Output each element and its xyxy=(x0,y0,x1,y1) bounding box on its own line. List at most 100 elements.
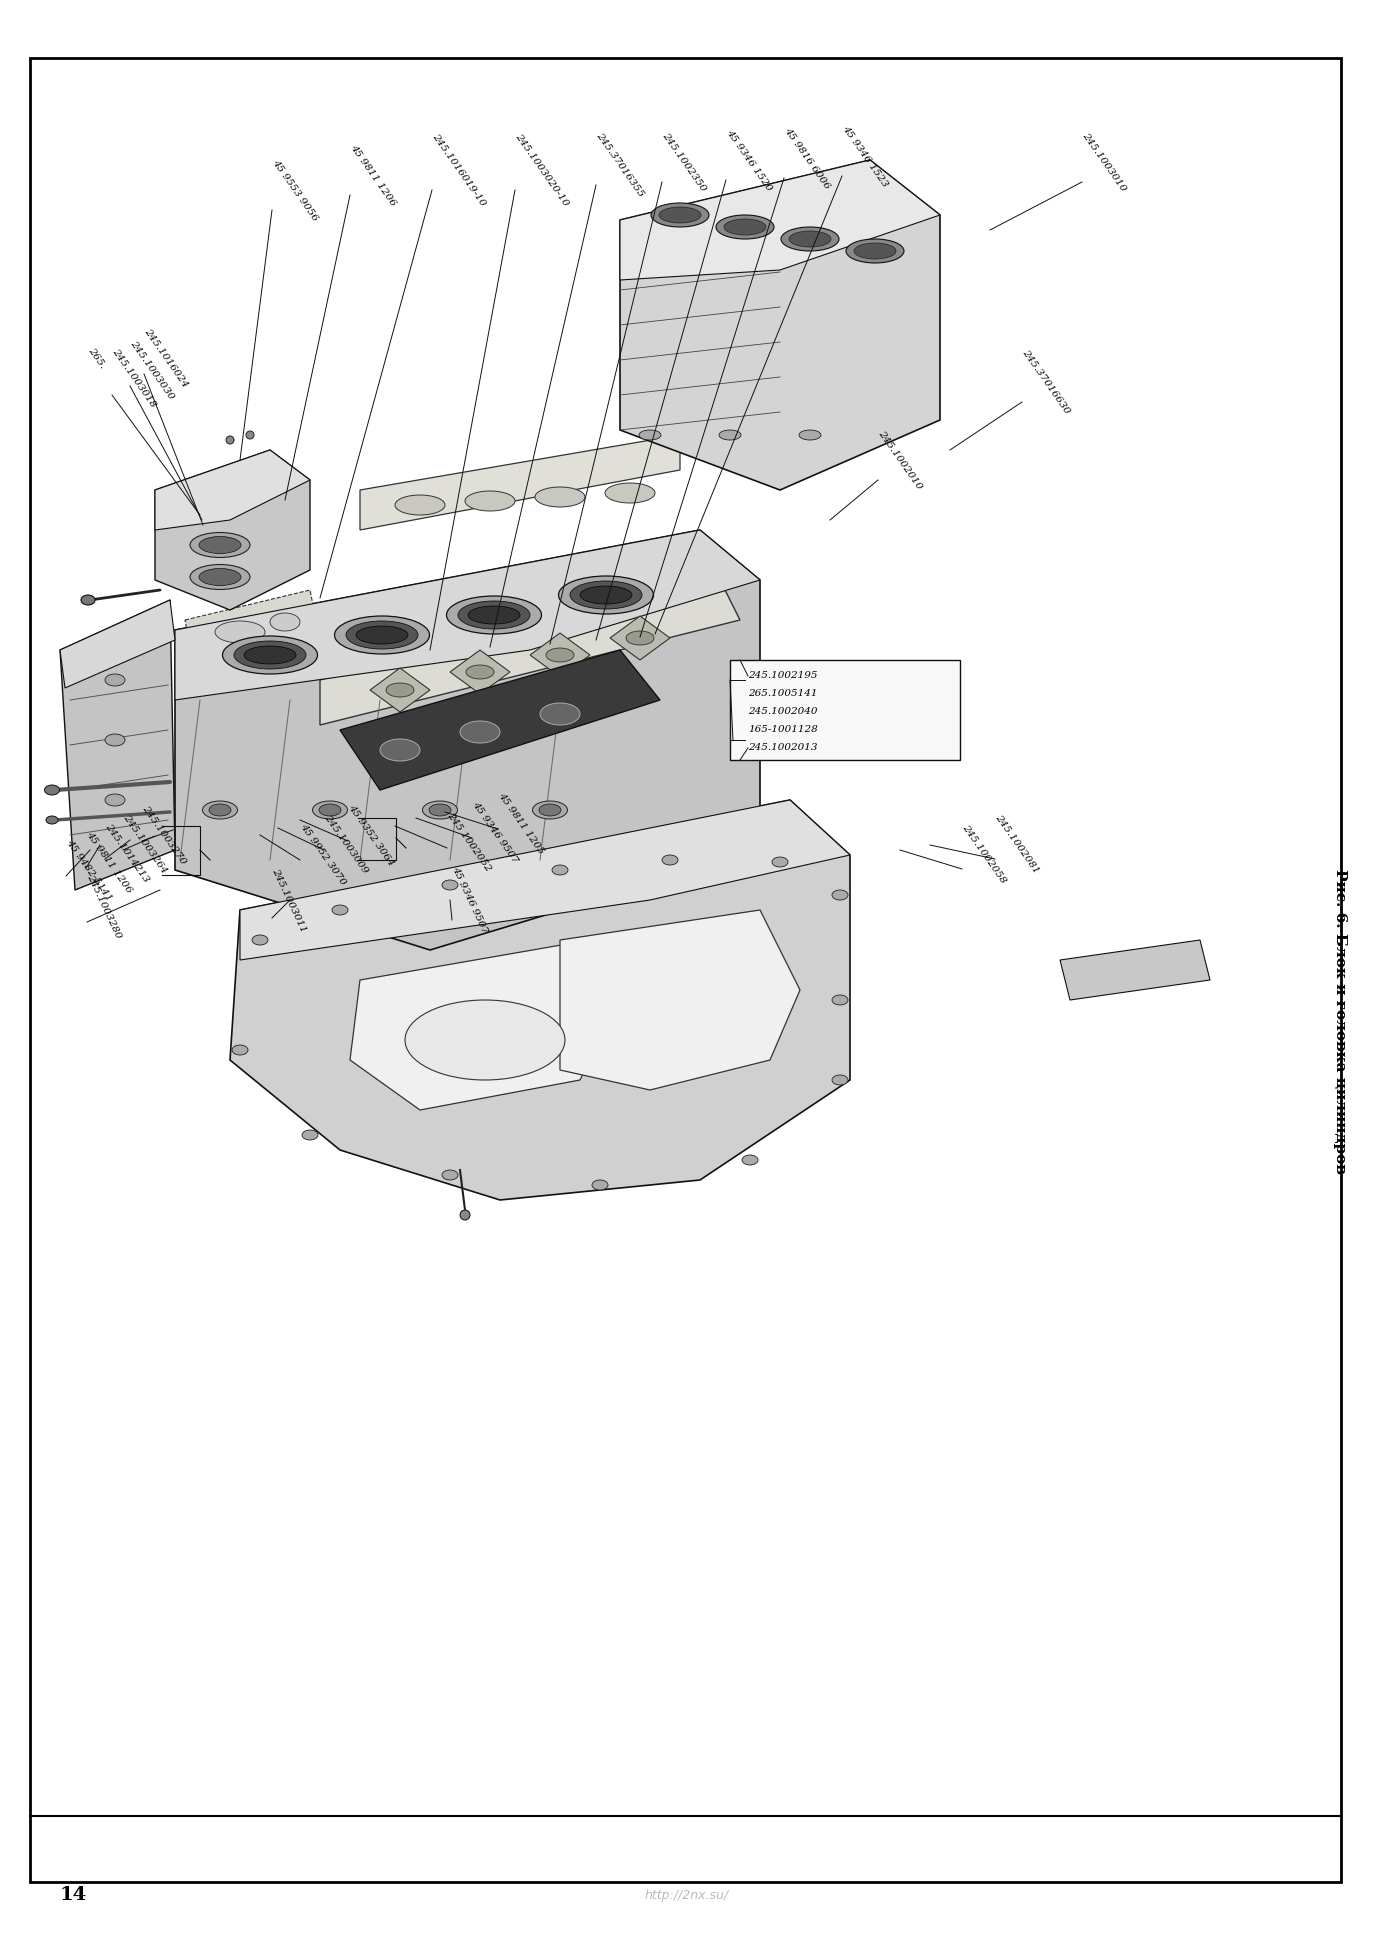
Ellipse shape xyxy=(460,1210,470,1220)
Polygon shape xyxy=(231,800,850,1200)
Text: 245.1002013: 245.1002013 xyxy=(748,744,817,752)
Text: 245 1002052: 245 1002052 xyxy=(445,812,493,874)
Polygon shape xyxy=(174,530,761,699)
Text: 245.1003018: 245.1003018 xyxy=(110,348,158,410)
Ellipse shape xyxy=(651,204,708,227)
Ellipse shape xyxy=(253,934,268,946)
Ellipse shape xyxy=(772,856,788,866)
Ellipse shape xyxy=(465,491,515,511)
Polygon shape xyxy=(60,600,174,889)
Ellipse shape xyxy=(81,594,95,606)
Polygon shape xyxy=(560,911,800,1089)
Text: 245.1016019-10: 245.1016019-10 xyxy=(430,132,487,208)
Ellipse shape xyxy=(104,734,125,746)
Ellipse shape xyxy=(442,880,459,889)
Ellipse shape xyxy=(227,437,233,445)
Ellipse shape xyxy=(335,616,430,654)
Ellipse shape xyxy=(209,804,231,816)
Ellipse shape xyxy=(789,231,831,247)
Ellipse shape xyxy=(579,586,632,604)
Polygon shape xyxy=(60,600,174,687)
Ellipse shape xyxy=(662,854,678,864)
Ellipse shape xyxy=(47,816,58,823)
Ellipse shape xyxy=(741,1155,758,1165)
Polygon shape xyxy=(621,159,941,489)
Text: 45 9952 3070: 45 9952 3070 xyxy=(298,821,347,886)
Ellipse shape xyxy=(442,1169,459,1181)
Ellipse shape xyxy=(832,889,849,899)
Text: 245.1003264: 245.1003264 xyxy=(121,814,169,876)
Ellipse shape xyxy=(222,635,317,674)
Ellipse shape xyxy=(380,740,420,761)
Ellipse shape xyxy=(846,239,903,262)
Bar xyxy=(730,660,960,759)
Ellipse shape xyxy=(533,800,567,820)
Text: 245.1003009: 245.1003009 xyxy=(323,814,369,876)
Text: 245.1003011: 245.1003011 xyxy=(270,866,308,934)
Polygon shape xyxy=(185,590,320,672)
Text: 265.1005141: 265.1005141 xyxy=(748,689,817,699)
Ellipse shape xyxy=(715,216,774,239)
Ellipse shape xyxy=(559,577,654,614)
Polygon shape xyxy=(155,451,310,610)
Text: 245.1014213: 245.1014213 xyxy=(103,821,150,884)
Ellipse shape xyxy=(202,800,238,820)
Ellipse shape xyxy=(356,625,408,645)
Ellipse shape xyxy=(189,532,250,557)
Text: 245.1002040: 245.1002040 xyxy=(748,707,817,717)
Ellipse shape xyxy=(104,674,125,686)
Ellipse shape xyxy=(216,621,265,643)
Text: 245.1003280: 245.1003280 xyxy=(85,872,122,940)
Text: 245.1002195: 245.1002195 xyxy=(748,672,817,680)
Ellipse shape xyxy=(854,243,897,258)
Polygon shape xyxy=(320,581,740,724)
Ellipse shape xyxy=(244,647,297,664)
Ellipse shape xyxy=(460,720,500,744)
Text: 45 9346 9507: 45 9346 9507 xyxy=(450,864,489,934)
Ellipse shape xyxy=(233,641,306,668)
Ellipse shape xyxy=(468,606,520,623)
Text: 245.1002010: 245.1002010 xyxy=(876,429,923,491)
Text: 14: 14 xyxy=(60,1886,88,1903)
Ellipse shape xyxy=(719,429,741,441)
Polygon shape xyxy=(450,651,509,693)
Ellipse shape xyxy=(428,804,450,816)
Ellipse shape xyxy=(540,804,562,816)
Ellipse shape xyxy=(189,565,250,590)
Text: 45 9816 6006: 45 9816 6006 xyxy=(783,126,831,190)
Ellipse shape xyxy=(659,208,702,223)
Ellipse shape xyxy=(546,649,574,662)
Text: 265.: 265. xyxy=(86,346,107,371)
Ellipse shape xyxy=(199,536,242,553)
Ellipse shape xyxy=(313,800,347,820)
Ellipse shape xyxy=(799,429,821,441)
Text: 45 9482 5141: 45 9482 5141 xyxy=(65,837,113,903)
Text: 245.1002058: 245.1002058 xyxy=(960,823,1008,886)
Text: 245.1003010: 245.1003010 xyxy=(1081,130,1127,192)
Ellipse shape xyxy=(423,800,457,820)
Polygon shape xyxy=(174,530,761,950)
Text: 245.1016024: 245.1016024 xyxy=(141,326,189,388)
Ellipse shape xyxy=(540,703,579,724)
Ellipse shape xyxy=(346,621,417,649)
Ellipse shape xyxy=(270,614,299,631)
Text: 245.37016630: 245.37016630 xyxy=(1020,348,1071,416)
Ellipse shape xyxy=(459,600,530,629)
Text: 45 9352 3064: 45 9352 3064 xyxy=(346,802,395,868)
Ellipse shape xyxy=(724,219,766,235)
Text: 165-1001128: 165-1001128 xyxy=(748,726,818,734)
Polygon shape xyxy=(240,800,850,959)
Polygon shape xyxy=(155,451,310,530)
Ellipse shape xyxy=(199,569,242,585)
Ellipse shape xyxy=(535,487,585,507)
Ellipse shape xyxy=(386,684,415,697)
Text: Рис. 6. Блок и головка цилиндров: Рис. 6. Блок и головка цилиндров xyxy=(1333,868,1347,1173)
Ellipse shape xyxy=(395,495,445,515)
Ellipse shape xyxy=(638,429,660,441)
Ellipse shape xyxy=(570,581,643,610)
Text: 45 9346 1523: 45 9346 1523 xyxy=(840,124,890,188)
Text: 45 9553 9056: 45 9553 9056 xyxy=(270,157,319,223)
Ellipse shape xyxy=(592,1181,608,1190)
Text: http://2nx.su/: http://2nx.su/ xyxy=(644,1888,729,1901)
Text: 45 9811 1206: 45 9811 1206 xyxy=(347,142,397,208)
